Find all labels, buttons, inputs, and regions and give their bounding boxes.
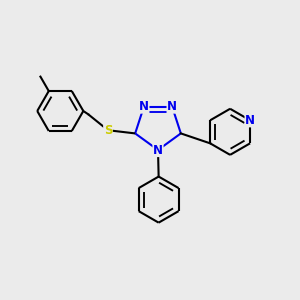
Text: S: S bbox=[104, 124, 112, 137]
Text: N: N bbox=[245, 114, 255, 127]
Text: N: N bbox=[153, 143, 163, 157]
Text: N: N bbox=[139, 100, 149, 113]
Text: N: N bbox=[167, 100, 177, 113]
